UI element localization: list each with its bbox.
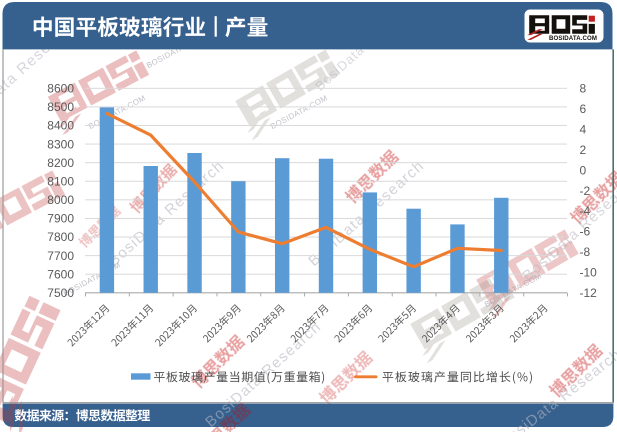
- svg-text:-8: -8: [580, 245, 591, 259]
- svg-text:8400: 8400: [47, 119, 74, 133]
- svg-text:7700: 7700: [47, 249, 74, 263]
- svg-text:7900: 7900: [47, 212, 74, 226]
- svg-text:2: 2: [580, 143, 587, 157]
- svg-text:7800: 7800: [47, 230, 74, 244]
- svg-text:7600: 7600: [47, 267, 74, 281]
- svg-text:-2: -2: [580, 184, 591, 198]
- svg-text:8100: 8100: [47, 175, 74, 189]
- svg-text:4: 4: [580, 122, 587, 136]
- svg-text:-10: -10: [580, 266, 598, 280]
- svg-text:8000: 8000: [47, 193, 74, 207]
- svg-text:8: 8: [580, 82, 587, 96]
- svg-text:-4: -4: [580, 204, 591, 218]
- svg-text:7500: 7500: [47, 286, 74, 300]
- svg-text:8300: 8300: [47, 137, 74, 151]
- svg-text:-12: -12: [580, 286, 598, 300]
- svg-text:-6: -6: [580, 225, 591, 239]
- svg-text:6: 6: [580, 102, 587, 116]
- svg-text:BOSIDATA.COM: BOSIDATA.COM: [549, 35, 597, 42]
- svg-text:8600: 8600: [47, 82, 74, 96]
- svg-text:0: 0: [580, 163, 587, 177]
- svg-text:8200: 8200: [47, 156, 74, 170]
- svg-text:8500: 8500: [47, 100, 74, 114]
